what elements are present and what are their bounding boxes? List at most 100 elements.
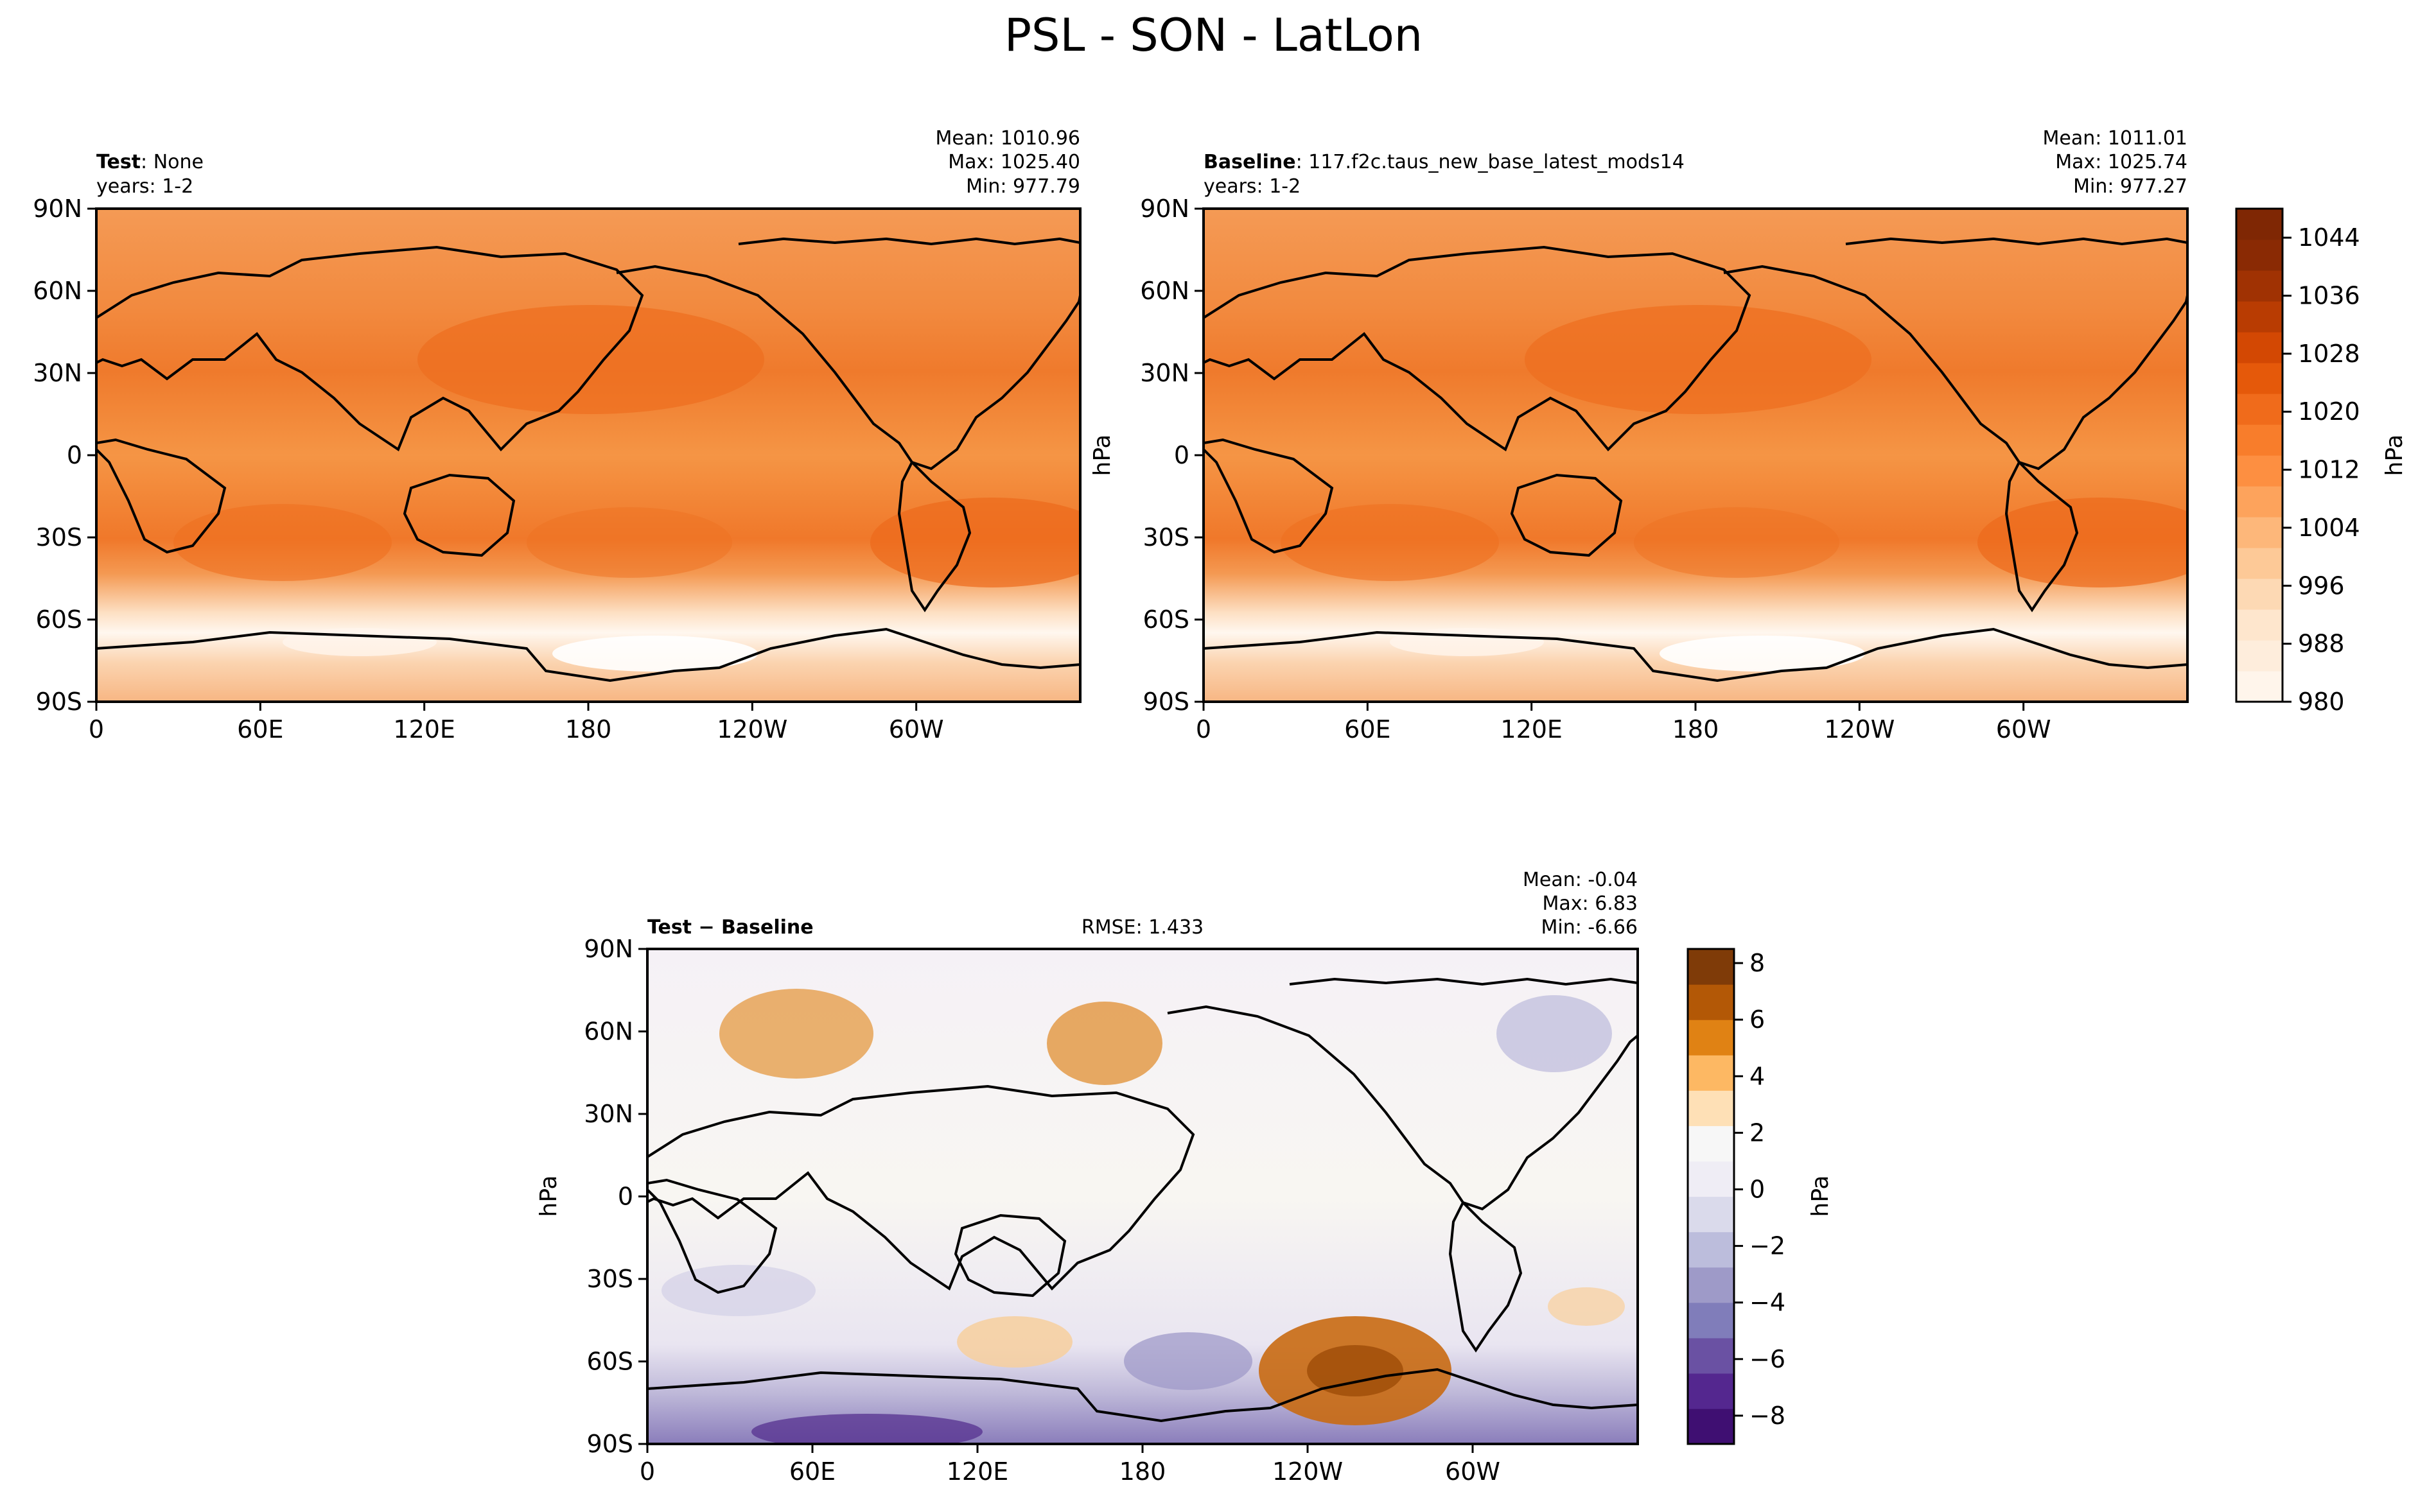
colorbar-tick-label: −4 — [1749, 1289, 1785, 1317]
test-stat-max: Max: 1025.40 — [948, 151, 1080, 173]
baseline-years: years: 1-2 — [1204, 175, 1301, 198]
colorbar-difference-label: hPa — [1807, 1176, 1834, 1217]
x-tick-label: 60E — [237, 715, 283, 743]
colorbar-band — [2236, 640, 2282, 672]
y-tick-label: 30N — [33, 359, 82, 387]
colorbar-difference: 8 6 4 2 0 −2 −4 −6 −8 hPa — [1687, 948, 1834, 1445]
panel-baseline: 0 60E 120E 180 120W 60W 90N 60N 30N 0 30S 60S 90S hP… — [1089, 127, 2189, 743]
baseline-label-sep: : — [1296, 151, 1309, 173]
baseline-ylabel: hPa — [1089, 435, 1116, 476]
colorbar-psl-bands — [2236, 209, 2282, 702]
pressure-highs-test — [173, 305, 1080, 672]
colorbar-band — [2236, 455, 2282, 487]
y-tick-label: 60N — [33, 277, 82, 305]
map-field-test — [96, 209, 1080, 702]
x-tick-label: 0 — [1196, 715, 1211, 743]
x-tick-label: 0 — [89, 715, 104, 743]
colorbar-tick-label: 2 — [1749, 1118, 1765, 1147]
y-tick-label: 0 — [618, 1183, 633, 1211]
colorbar-psl-ticks: 1044 1036 1028 1020 1012 1004 996 988 980 — [2282, 223, 2360, 716]
colorbar-band — [2236, 517, 2282, 548]
colorbar-band — [2236, 424, 2282, 456]
y-tick-label: 90N — [584, 935, 633, 963]
colorbar-band — [2236, 332, 2282, 363]
colorbar-band — [1688, 1302, 1734, 1339]
colorbar-band — [1688, 1196, 1734, 1233]
colorbar-band — [2236, 239, 2282, 271]
colorbar-band — [1688, 1055, 1734, 1091]
colorbar-difference-frame — [1687, 948, 1735, 1445]
colorbar-psl-label: hPa — [2381, 435, 2408, 476]
colorbar-difference-bands — [1688, 949, 1734, 1445]
colorbar-band — [2236, 209, 2282, 240]
colorbar-tick-label: −6 — [1749, 1345, 1785, 1373]
colorbar-tick-label: 1028 — [2298, 340, 2360, 368]
test-label-value: None — [153, 151, 204, 173]
axis-ticks-difference: 0 60E 120E 180 120W 60W 90N 60N 30N 0 30S 60S 90S — [584, 935, 1500, 1486]
colorbar-band — [1688, 1337, 1734, 1374]
x-tick-label: 0 — [640, 1457, 655, 1486]
colorbar-tick-label: 1044 — [2298, 223, 2360, 252]
colorbar-band — [1688, 949, 1734, 985]
x-tick-label: 180 — [565, 715, 612, 743]
page-title: PSL - SON - LatLon — [1004, 9, 1423, 62]
colorbar-band — [1688, 1408, 1734, 1445]
test-stat-mean: Mean: 1010.96 — [936, 127, 1080, 150]
colorbar-difference-ticks: 8 6 4 2 0 −2 −4 −6 −8 — [1734, 949, 1785, 1430]
baseline-label-bold: Baseline — [1204, 151, 1296, 173]
test-years: years: 1-2 — [96, 175, 193, 198]
map-field-baseline — [1204, 209, 2187, 702]
y-tick-label: 60S — [587, 1348, 633, 1376]
y-tick-label: 60N — [1140, 277, 1189, 305]
difference-stat-max: Max: 6.83 — [1543, 892, 1638, 915]
panel-difference: 0 60E 120E 180 120W 60W 90N 60N 30N 0 30S 60S 90S hP… — [536, 869, 1639, 1486]
colorbar-band — [1688, 1231, 1734, 1268]
colorbar-band — [2236, 548, 2282, 579]
y-tick-label: 30N — [584, 1100, 633, 1128]
colorbar-band — [2236, 486, 2282, 517]
x-tick-label: 60W — [1445, 1457, 1500, 1486]
y-tick-label: 30S — [1143, 523, 1189, 552]
baseline-stat-mean: Mean: 1011.01 — [2043, 127, 2187, 150]
y-tick-label: 60N — [584, 1018, 633, 1046]
coastlines-baseline — [1204, 237, 2187, 682]
colorbar-band — [1688, 1125, 1734, 1162]
x-tick-label: 60W — [1996, 715, 2051, 743]
y-tick-label: 60S — [1143, 605, 1189, 634]
colorbar-tick-label: 4 — [1749, 1062, 1765, 1090]
x-tick-label: 60W — [889, 715, 944, 743]
test-label-bold: Test — [96, 151, 141, 173]
y-tick-label: 30S — [36, 523, 82, 552]
coastlines-test — [96, 237, 1080, 682]
x-tick-label: 120W — [1272, 1457, 1343, 1486]
baseline-stat-min: Min: 977.27 — [2073, 175, 2187, 198]
colorbar-tick-label: 6 — [1749, 1005, 1765, 1034]
panel-test: 0 60E 120E 180 120W 60W 90N 60N 30N 0 30S 60S 90S Te… — [33, 127, 1082, 743]
y-tick-label: 60S — [36, 605, 82, 634]
x-tick-label: 180 — [1119, 1457, 1166, 1486]
x-tick-label: 120E — [393, 715, 455, 743]
colorbar-band — [2236, 363, 2282, 394]
x-tick-label: 60E — [1344, 715, 1390, 743]
difference-rmse: RMSE: 1.433 — [1082, 916, 1204, 939]
y-tick-label: 30N — [1140, 359, 1189, 387]
colorbar-band — [2236, 270, 2282, 302]
baseline-label: Baseline: 117.f2c.taus_new_base_latest_m… — [1204, 151, 1685, 173]
x-tick-label: 120E — [1500, 715, 1563, 743]
y-tick-label: 90N — [1140, 195, 1189, 223]
colorbar-band — [1688, 1373, 1734, 1409]
axis-ticks-baseline: 0 60E 120E 180 120W 60W 90N 60N 30N 0 30S 60S 90S — [1140, 195, 2051, 743]
colorbar-band — [2236, 609, 2282, 641]
colorbar-band — [2236, 301, 2282, 333]
y-tick-label: 90S — [36, 688, 82, 716]
baseline-label-value: 117.f2c.taus_new_base_latest_mods14 — [1308, 151, 1685, 173]
colorbar-tick-label: 1020 — [2298, 397, 2360, 426]
colorbar-band — [1688, 984, 1734, 1020]
x-tick-label: 120W — [1824, 715, 1895, 743]
colorbar-tick-label: 1012 — [2298, 456, 2360, 484]
colorbar-band — [1688, 1020, 1734, 1056]
colorbar-tick-label: 8 — [1749, 949, 1765, 977]
y-tick-label: 0 — [1174, 441, 1189, 469]
difference-stat-mean: Mean: -0.04 — [1523, 869, 1638, 891]
pressure-highs-baseline — [1281, 305, 2187, 672]
